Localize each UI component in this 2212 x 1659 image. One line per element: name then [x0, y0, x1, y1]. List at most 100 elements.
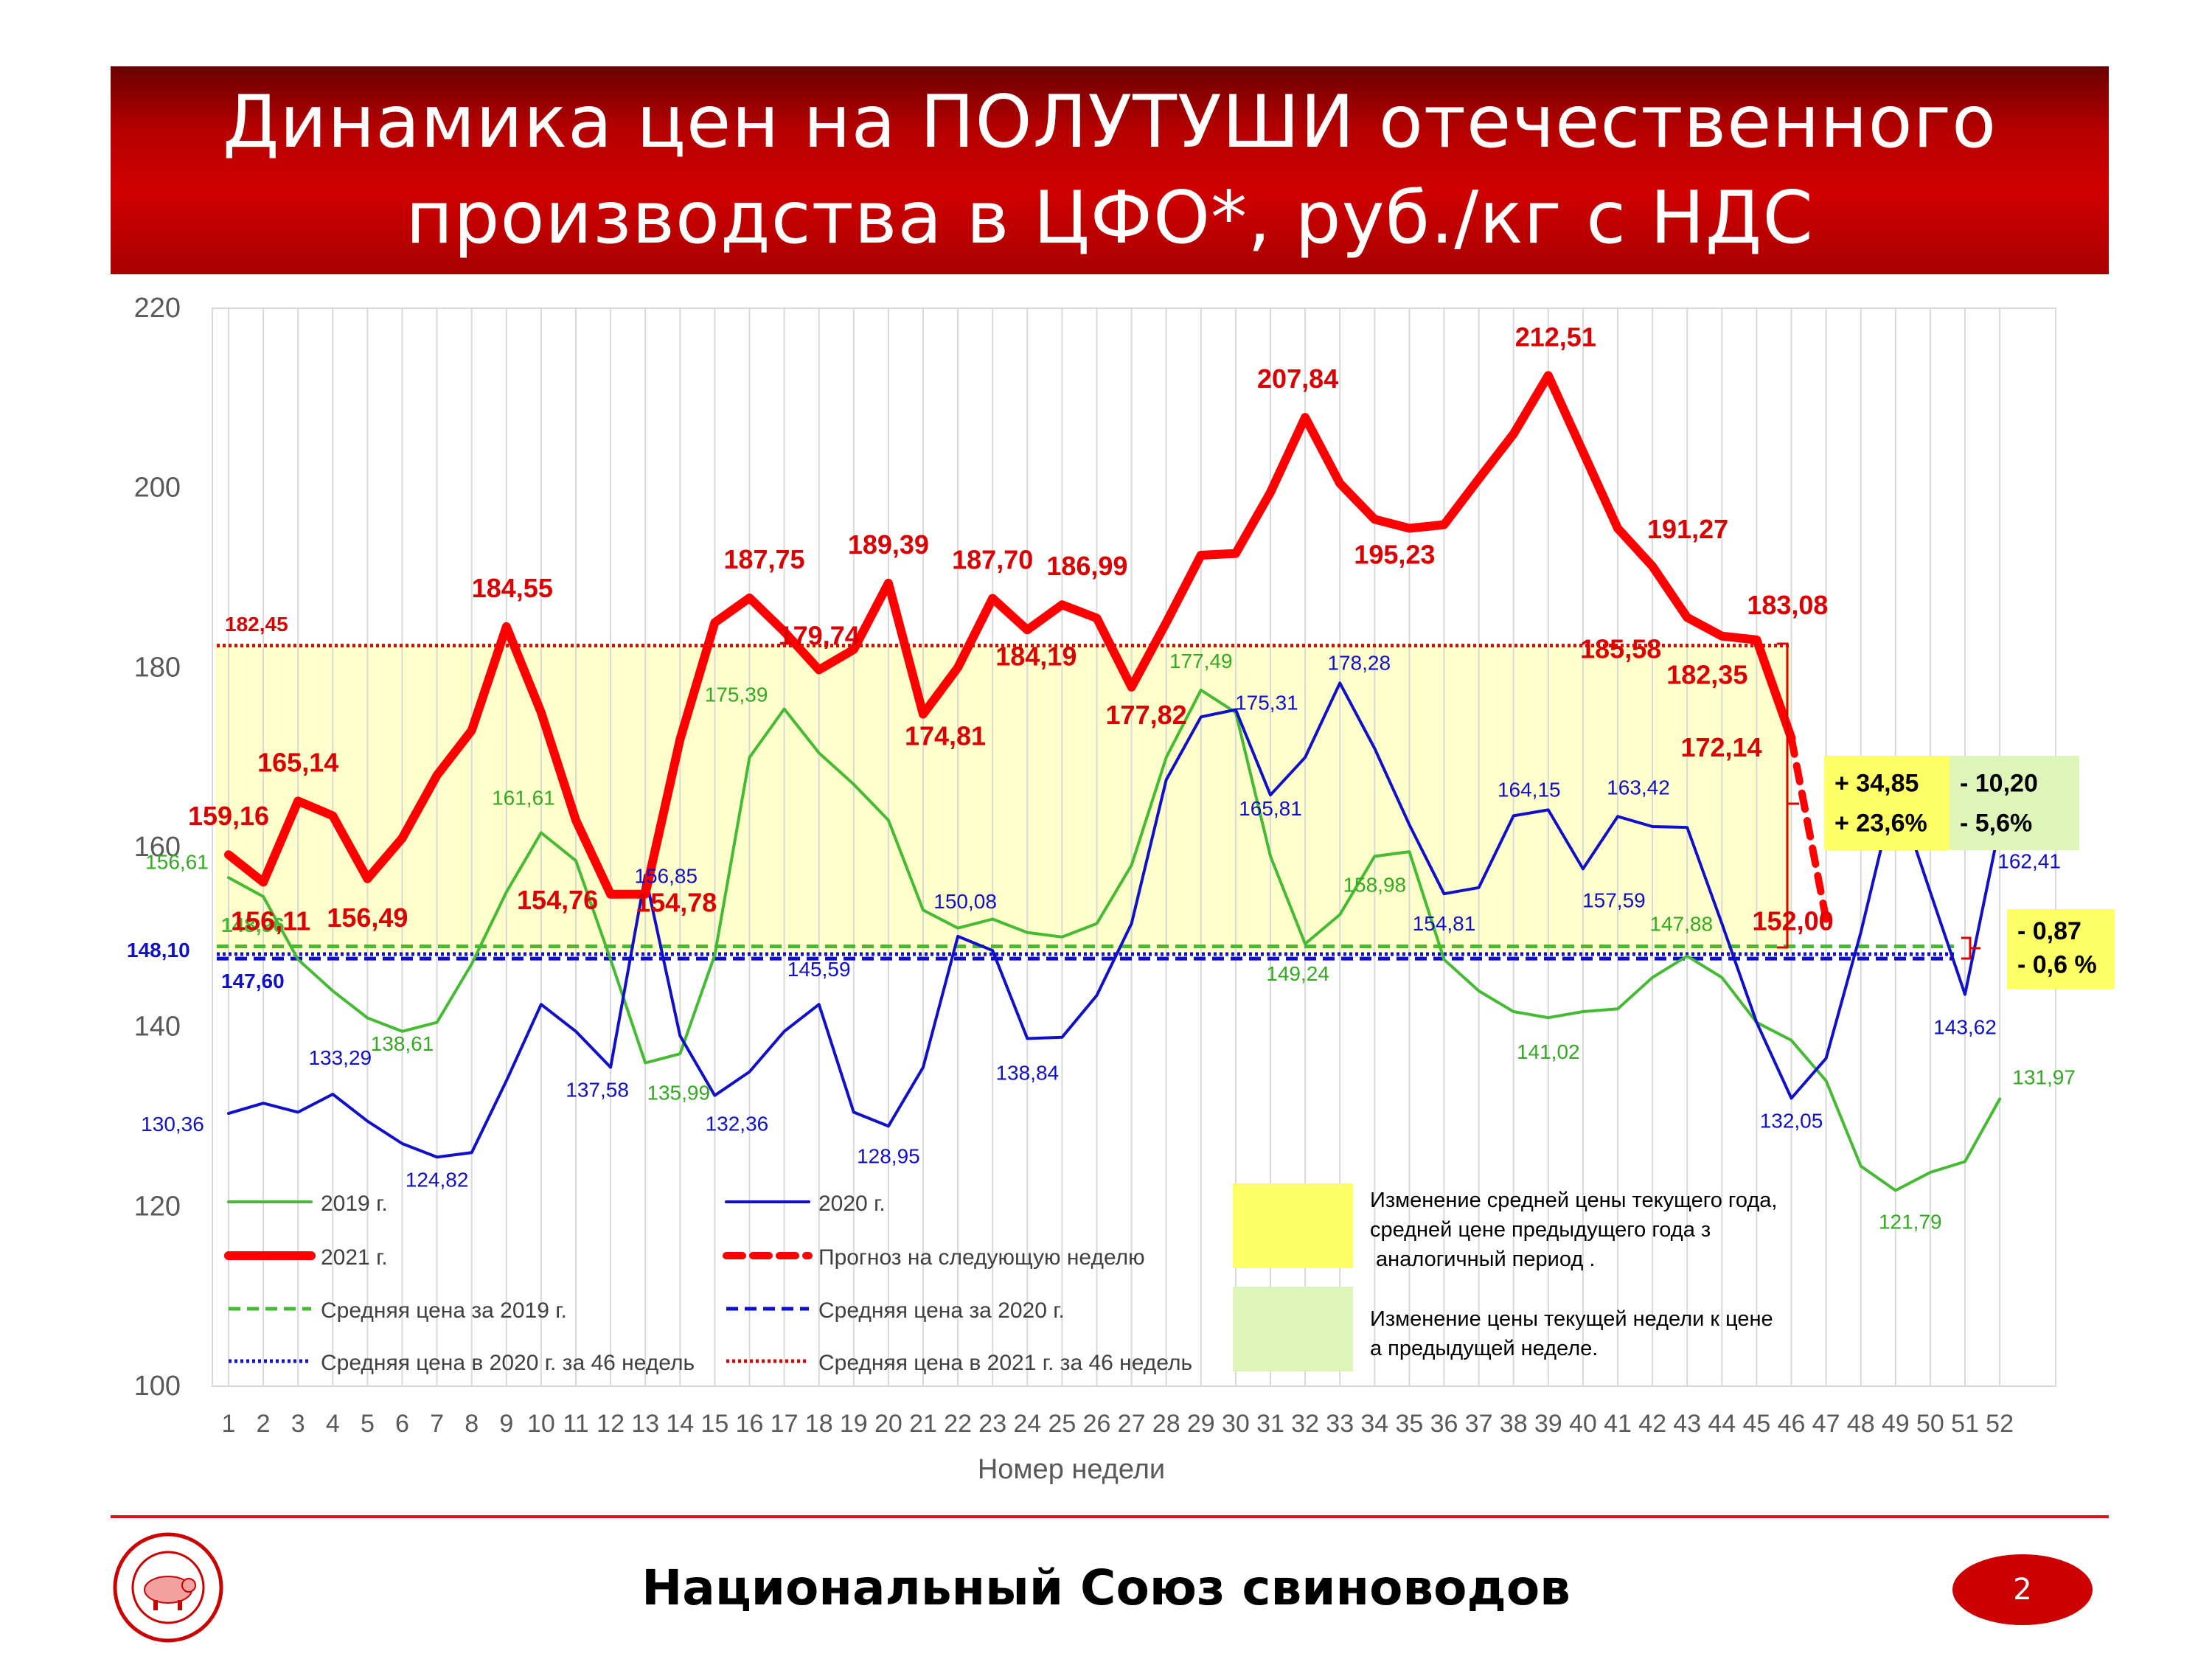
data-label: 186,99: [1046, 551, 1127, 581]
data-label: 158,98: [1343, 873, 1406, 896]
x-tick-label: 3: [291, 1410, 305, 1438]
x-tick-label: 11: [563, 1410, 588, 1438]
x-tick-label: 15: [700, 1410, 728, 1438]
data-label: 154,78: [636, 888, 717, 918]
legend-label-s2021: 2021 г.: [321, 1245, 388, 1270]
legend-label-s2020: 2020 г.: [818, 1192, 886, 1216]
x-tick-label: 27: [1118, 1410, 1146, 1438]
x-tick-label: 30: [1222, 1410, 1250, 1438]
data-label: 156,85: [634, 864, 698, 887]
data-label: 175,39: [705, 683, 768, 706]
data-label: 183,08: [1747, 590, 1828, 620]
data-label: 189,39: [848, 529, 929, 560]
legend-note-swatch-week: [1233, 1287, 1353, 1371]
data-label: 164,15: [1498, 778, 1561, 801]
legend-note-text-week: Изменение цены текущей недели к цене а п…: [1370, 1307, 1779, 1360]
data-label: 174,81: [905, 721, 986, 751]
x-tick-label: 49: [1882, 1410, 1910, 1438]
data-label: 175,31: [1235, 691, 1298, 714]
data-label: 131,97: [2012, 1065, 2076, 1088]
x-tick-label: 22: [944, 1410, 972, 1438]
x-tick-label: 45: [1742, 1410, 1770, 1438]
x-tick-label: 52: [1986, 1410, 2014, 1438]
data-label: 159,16: [188, 801, 269, 831]
title-banner: Динамика цен на ПОЛУТУШИ отечественного …: [111, 66, 2109, 274]
y-tick-label: 220: [134, 293, 181, 324]
x-tick-label: 17: [771, 1410, 799, 1438]
x-tick-label: 38: [1500, 1410, 1528, 1438]
data-label: 132,36: [706, 1113, 769, 1135]
data-label: 177,82: [1106, 700, 1187, 730]
data-label: 212,51: [1515, 321, 1596, 352]
x-tick-label: 43: [1673, 1410, 1701, 1438]
data-label: 154,76: [517, 885, 598, 915]
reference-label-avg2020_46: 148,10: [127, 939, 190, 961]
x-tick-label: 6: [395, 1410, 409, 1438]
slide-title: Динамика цен на ПОЛУТУШИ отечественного …: [222, 80, 1997, 260]
x-tick-label: 12: [597, 1410, 625, 1438]
x-tick-label: 14: [666, 1410, 694, 1438]
x-tick-label: 51: [1951, 1410, 1979, 1438]
legend-label-avg2020_46: Средняя цена в 2020 г. за 46 недель: [321, 1351, 695, 1375]
data-label: 124,82: [406, 1168, 469, 1191]
legend-label-avg2019: Средняя цена за 2019 г.: [321, 1298, 567, 1323]
y-tick-label: 120: [134, 1191, 181, 1222]
bracket-2021-change: [1777, 642, 1799, 949]
data-label: 156,49: [327, 902, 408, 933]
union-logo: [113, 1532, 223, 1643]
footer-title: Национальный Союз свиноводов: [641, 1559, 1571, 1616]
legend-label-forecast: Прогноз на следующую неделю: [818, 1245, 1145, 1270]
data-label: 184,19: [995, 641, 1077, 671]
x-tick-label: 40: [1569, 1410, 1597, 1438]
legend-note-text-avg: Изменение средней цены текущего года, ср…: [1370, 1189, 1784, 1271]
x-tick-label: 28: [1152, 1410, 1180, 1438]
data-label: 135,99: [647, 1082, 710, 1105]
x-tick-label: 48: [1847, 1410, 1875, 1438]
x-tick-label: 5: [361, 1410, 375, 1438]
y-tick-label: 200: [134, 473, 181, 504]
bracket-2020-change: [1961, 936, 1980, 960]
legend-note-swatch-avg: [1233, 1183, 1353, 1268]
x-tick-label: 31: [1256, 1410, 1284, 1438]
data-label: 165,81: [1239, 797, 1302, 820]
x-axis-label: Номер недели: [978, 1454, 1165, 1485]
data-label: 177,49: [1169, 650, 1233, 672]
y-tick-label: 180: [134, 652, 181, 683]
reference-label-avg2020: 147,60: [221, 970, 285, 992]
series-line-2019: [227, 688, 2002, 1192]
x-tick-label: 39: [1534, 1410, 1562, 1438]
week-change-box-bg: [1950, 756, 2079, 850]
data-label: 152,00: [1753, 905, 1834, 936]
x-tick-label: 50: [1916, 1410, 1944, 1438]
data-label: 145,59: [787, 958, 851, 981]
x-tick-label: 37: [1465, 1410, 1493, 1438]
x-tick-label: 23: [978, 1410, 1006, 1438]
data-label: 138,84: [995, 1062, 1059, 1085]
x-tick-label: 35: [1395, 1410, 1423, 1438]
data-label: 132,05: [1760, 1110, 1823, 1133]
legend-label-avg2021_46: Средняя цена в 2021 г. за 46 недель: [818, 1351, 1192, 1375]
page-number: 2: [1952, 1554, 2093, 1625]
footer-divider: [111, 1515, 2109, 1518]
data-label: 182,35: [1666, 660, 1747, 690]
x-tick-label: 25: [1048, 1410, 1076, 1438]
data-label: 147,88: [1649, 913, 1713, 936]
data-label: 172,14: [1680, 732, 1761, 762]
x-tick-label: 8: [465, 1410, 479, 1438]
series-line-2021: [224, 371, 1796, 899]
data-label: 150,08: [933, 890, 997, 913]
data-label: 154,81: [1413, 912, 1476, 935]
x-tick-label: 44: [1708, 1410, 1736, 1438]
data-label: 185,58: [1580, 633, 1661, 664]
x-tick-label: 33: [1326, 1410, 1354, 1438]
x-tick-label: 46: [1778, 1410, 1806, 1438]
x-tick-label: 29: [1187, 1410, 1215, 1438]
data-label: 156,61: [145, 850, 209, 873]
y-tick-label: 160: [134, 832, 181, 863]
y-tick-label: 100: [134, 1371, 181, 1402]
avg-change-box-value: + 34,85: [1834, 770, 1919, 798]
y-tick-label: 140: [134, 1012, 181, 1043]
data-label: 149,24: [1266, 962, 1329, 985]
data-label: 187,70: [952, 545, 1033, 575]
